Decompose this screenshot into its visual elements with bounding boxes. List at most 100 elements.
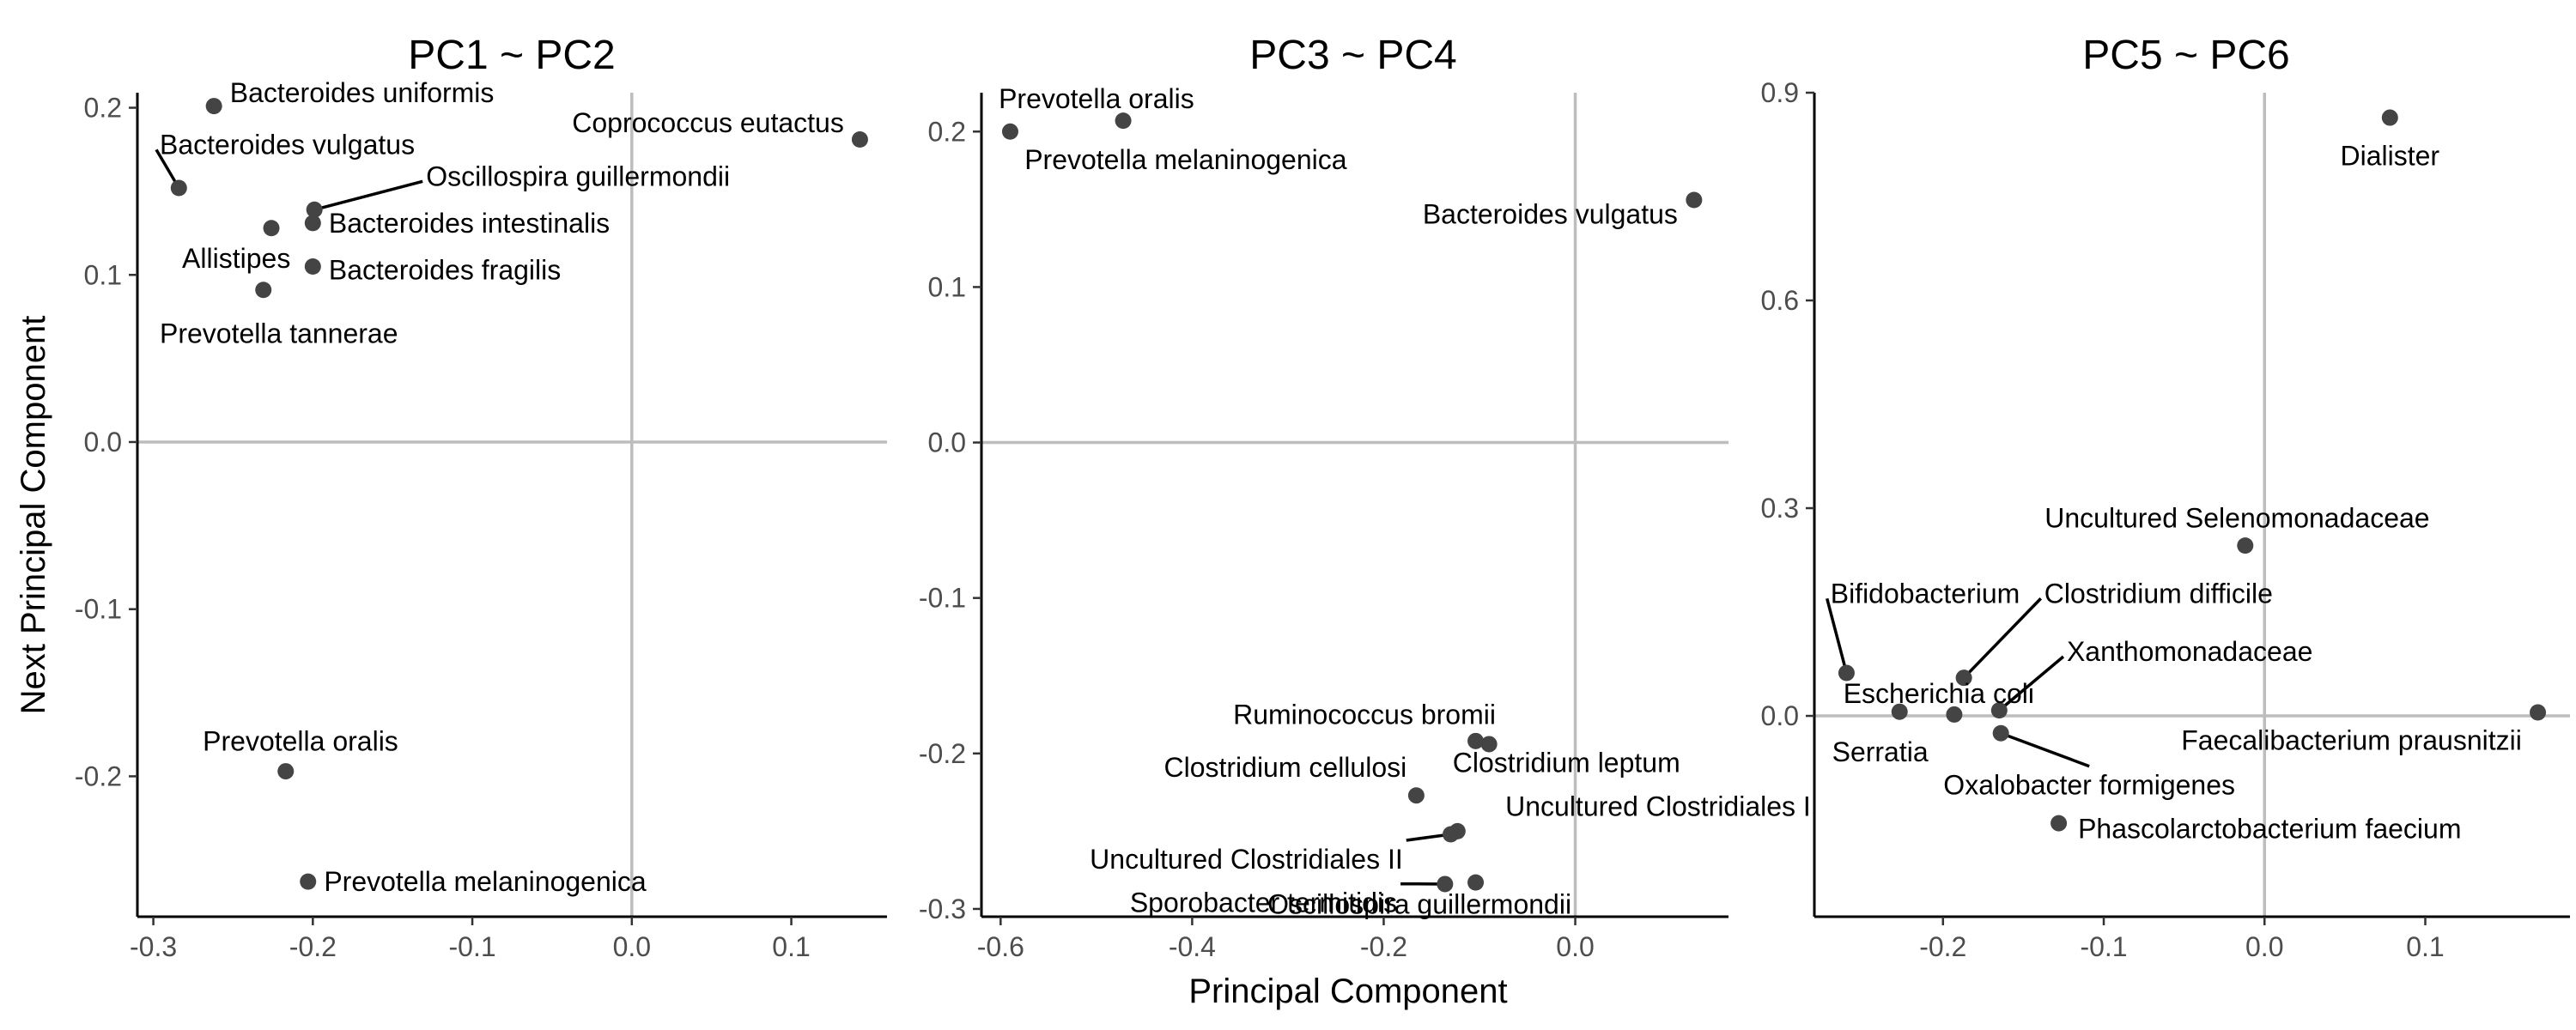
y-tick-label: 0.0: [928, 427, 966, 458]
data-point: [304, 215, 321, 232]
data-point: [1838, 664, 1855, 682]
data-point: [205, 98, 222, 115]
x-axis-title: Principal Component: [1188, 972, 1507, 1010]
panel-pc1-pc2: PC1 ~ PC2 -0.3 -0.2 -0.1 0.0 0.1 -0.2 -0.1 0.0 0…: [75, 33, 887, 962]
x-tick-label: 0.0: [613, 931, 651, 962]
y-tick-label: 0.1: [84, 259, 122, 290]
y-tick-label: 0.3: [1761, 493, 1799, 524]
point-label: Clostridium difficile: [2044, 578, 2273, 609]
x-tick-label: 0.1: [772, 931, 810, 962]
y-tick-label: 0.6: [1761, 285, 1799, 316]
data-point: [1437, 876, 1454, 893]
data-point: [1115, 112, 1132, 130]
point-label: Prevotella melaninogenica: [1024, 144, 1347, 175]
point-label: Bacteroides fragilis: [329, 254, 561, 285]
data-point: [2530, 704, 2547, 721]
data-point: [1407, 787, 1425, 804]
point-label: Uncultured Clostridiales I: [1505, 791, 1811, 821]
point-label: Uncultured Clostridiales II: [1090, 844, 1403, 875]
x-tick-label: -0.2: [1360, 931, 1407, 962]
y-tick-label: -0.1: [75, 594, 122, 625]
x-tick-label: -0.1: [2080, 931, 2127, 962]
x-tick-label: 0.1: [2406, 931, 2444, 962]
data-point: [1467, 874, 1485, 891]
point-label: Ruminococcus bromii: [1233, 700, 1496, 730]
y-tick-label: -0.2: [919, 738, 966, 769]
y-tick-label: 0.2: [84, 93, 122, 124]
point-label: Oscillospira guillermondii: [1267, 889, 1571, 920]
point-label: Bifidobacterium: [1831, 578, 2020, 609]
x-tick-label: 0.0: [2245, 931, 2283, 962]
data-point: [1686, 191, 1703, 209]
data-point: [1955, 670, 1972, 687]
label-leader-line: [1962, 597, 2043, 679]
y-tick-label: -0.3: [919, 894, 966, 924]
point-label: Prevotella oralis: [203, 726, 398, 757]
point-label: Bacteroides vulgatus: [1423, 198, 1678, 229]
data-point: [2381, 109, 2398, 126]
point-label: Clostridium cellulosi: [1163, 752, 1406, 783]
x-tick-label: -0.2: [289, 931, 337, 962]
data-point: [1946, 706, 1963, 723]
data-point: [306, 201, 323, 218]
point-label: Prevotella tannerae: [160, 318, 398, 348]
data-point: [1467, 732, 1485, 749]
point-label: Oxalobacter formigenes: [1943, 770, 2235, 801]
label-leader-line: [2000, 731, 2090, 768]
x-tick-label: -0.4: [1169, 931, 1216, 962]
point-label: Phascolarctobacterium faecium: [2078, 814, 2461, 845]
label-leader-line: [1826, 597, 1849, 674]
y-tick-label: 0.0: [1761, 700, 1799, 731]
y-axis-title: Next Principal Component: [15, 316, 52, 715]
point-label: Escherichia coli: [1844, 678, 2034, 709]
data-point: [263, 220, 280, 237]
x-tick-label: -0.1: [448, 931, 495, 962]
point-label: Xanthomonadaceae: [2067, 636, 2312, 667]
point-label: Bacteroides uniformis: [230, 77, 495, 108]
data-point: [2050, 815, 2068, 832]
data-point: [1992, 724, 2009, 742]
point-label: Coprococcus eutactus: [572, 107, 844, 138]
data-point: [300, 873, 317, 890]
point-label: Sporobacter termitidis: [1130, 888, 1397, 918]
x-tick-label: -0.3: [130, 931, 177, 962]
y-tick-label: 0.9: [1761, 77, 1799, 108]
x-tick-label: 0.0: [1556, 931, 1594, 962]
panel-title: PC1 ~ PC2: [408, 33, 615, 78]
point-label: Prevotella oralis: [999, 83, 1194, 114]
data-point: [1001, 123, 1018, 140]
data-point: [2237, 537, 2254, 554]
panel-pc3-pc4: PC3 ~ PC4 -0.6 -0.4 -0.2 0.0 -0.3 -0.2 -0.1 0.0…: [919, 33, 1811, 962]
data-point: [304, 258, 321, 276]
data-point: [1443, 826, 1460, 843]
panel-title: PC5 ~ PC6: [2082, 33, 2289, 78]
y-tick-label: 0.2: [928, 116, 966, 147]
y-tick-label: 0.1: [928, 271, 966, 302]
point-label: Oscillospira guillermondii: [426, 161, 730, 191]
point-label: Bacteroides intestinalis: [329, 208, 610, 239]
y-tick-label: 0.0: [84, 427, 122, 457]
y-tick-label: -0.1: [919, 583, 966, 614]
x-tick-label: -0.2: [1919, 931, 1966, 962]
point-label: Faecalibacterium prausnitzii: [2181, 724, 2522, 755]
data-point: [851, 131, 868, 148]
panel-pc5-pc6: PC5 ~ PC6 -0.2 -0.1 0.0 0.1 0.0 0.3 0.6 0.9 Dial…: [1761, 33, 2570, 962]
point-label: Serratia: [1832, 736, 1929, 767]
point-label: Clostridium leptum: [1453, 748, 1680, 779]
point-label: Allistipes: [182, 243, 290, 274]
panel-title: PC3 ~ PC4: [1249, 33, 1456, 78]
data-point: [255, 282, 272, 299]
label-leader-line: [313, 179, 423, 212]
point-label: Bacteroides vulgatus: [160, 129, 415, 160]
data-point: [170, 179, 187, 197]
data-point: [1891, 703, 1908, 720]
data-point: [1990, 702, 2008, 719]
point-label: Dialister: [2341, 140, 2440, 171]
y-tick-label: -0.2: [75, 760, 122, 791]
point-label: Uncultured Selenomonadaceae: [2044, 502, 2429, 533]
label-leader-line: [1998, 655, 2065, 712]
point-label: Prevotella melaninogenica: [324, 866, 647, 897]
data-point: [1480, 736, 1498, 753]
data-point: [277, 763, 295, 780]
